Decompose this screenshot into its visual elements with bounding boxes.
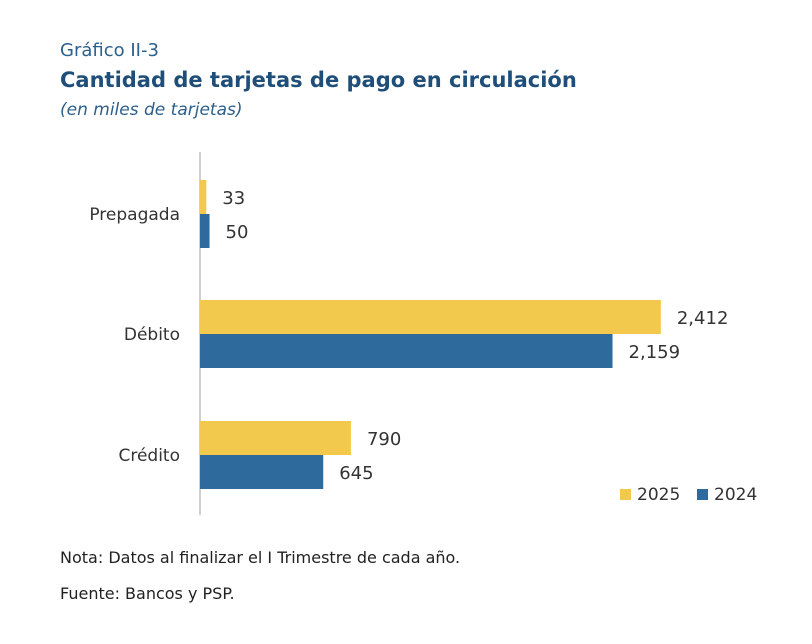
- bar-2025: [200, 421, 351, 455]
- bar-2024: [200, 334, 613, 368]
- legend-label-2025: 2025: [637, 485, 680, 505]
- legend-swatch-2025: [620, 489, 631, 500]
- chart-subtitle: (en miles de tarjetas): [60, 100, 243, 120]
- data-label-2024: 645: [339, 463, 373, 484]
- bar-2024: [200, 455, 324, 489]
- bar-2025: [200, 300, 661, 334]
- category-label: Débito: [124, 325, 180, 345]
- legend-label-2024: 2024: [714, 485, 757, 505]
- data-label-2024: 2,159: [629, 342, 681, 363]
- data-label-2024: 50: [226, 222, 249, 243]
- data-label-2025: 790: [367, 429, 401, 450]
- footnote: Nota: Datos al finalizar el I Trimestre …: [60, 548, 461, 567]
- category-label: Crédito: [118, 446, 180, 466]
- source-note: Fuente: Bancos y PSP.: [60, 584, 235, 603]
- bar-2025: [200, 180, 207, 214]
- bar-chart: Prepagada 33 50 Débito 2,412 2,159 Crédito 790 6…: [89, 152, 757, 515]
- data-label-2025: 2,412: [677, 308, 729, 329]
- legend-swatch-2024: [697, 489, 708, 500]
- category-label: Prepagada: [89, 205, 180, 225]
- bar-2024: [200, 214, 210, 248]
- chart-title: Cantidad de tarjetas de pago en circulac…: [60, 68, 577, 92]
- chart-label: Gráfico II-3: [60, 40, 159, 61]
- data-label-2025: 33: [222, 188, 245, 209]
